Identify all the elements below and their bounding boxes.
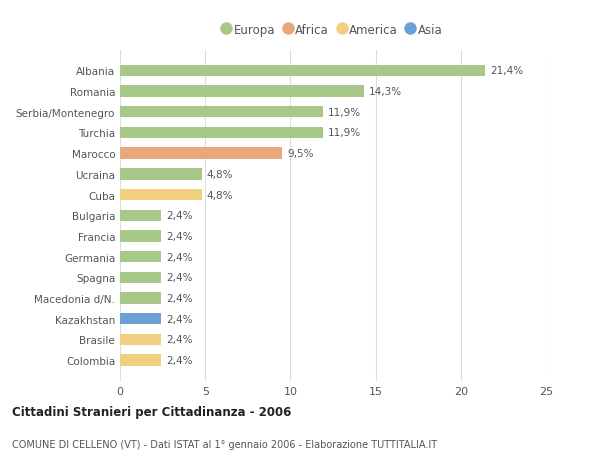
Text: 2,4%: 2,4% (166, 335, 193, 345)
Text: 2,4%: 2,4% (166, 355, 193, 365)
Text: 2,4%: 2,4% (166, 314, 193, 324)
Bar (120, 66, 485, 77)
Text: 2,4%: 2,4% (166, 273, 193, 283)
Bar (120, 355, 161, 366)
Legend: Europa, Africa, America, Asia: Europa, Africa, America, Asia (220, 20, 446, 40)
Text: 2,4%: 2,4% (166, 252, 193, 262)
Bar (120, 210, 161, 221)
Text: 9,5%: 9,5% (287, 149, 313, 159)
Bar (120, 86, 364, 97)
Text: 11,9%: 11,9% (328, 107, 361, 118)
Text: 14,3%: 14,3% (369, 87, 402, 97)
Bar (120, 313, 161, 325)
Text: 11,9%: 11,9% (328, 128, 361, 138)
Text: 4,8%: 4,8% (207, 190, 233, 200)
Text: 4,8%: 4,8% (207, 169, 233, 179)
Text: 21,4%: 21,4% (490, 66, 523, 76)
Bar (120, 107, 323, 118)
Bar (120, 252, 161, 263)
Text: 2,4%: 2,4% (166, 293, 193, 303)
Text: COMUNE DI CELLENO (VT) - Dati ISTAT al 1° gennaio 2006 - Elaborazione TUTTITALIA: COMUNE DI CELLENO (VT) - Dati ISTAT al 1… (12, 440, 437, 449)
Text: 2,4%: 2,4% (166, 211, 193, 221)
Bar (120, 190, 202, 201)
Bar (120, 272, 161, 283)
Bar (120, 231, 161, 242)
Text: Cittadini Stranieri per Cittadinanza - 2006: Cittadini Stranieri per Cittadinanza - 2… (12, 405, 292, 419)
Bar (120, 169, 202, 180)
Bar (120, 293, 161, 304)
Text: 2,4%: 2,4% (166, 231, 193, 241)
Bar (120, 128, 323, 139)
Bar (120, 148, 282, 159)
Bar (120, 334, 161, 345)
